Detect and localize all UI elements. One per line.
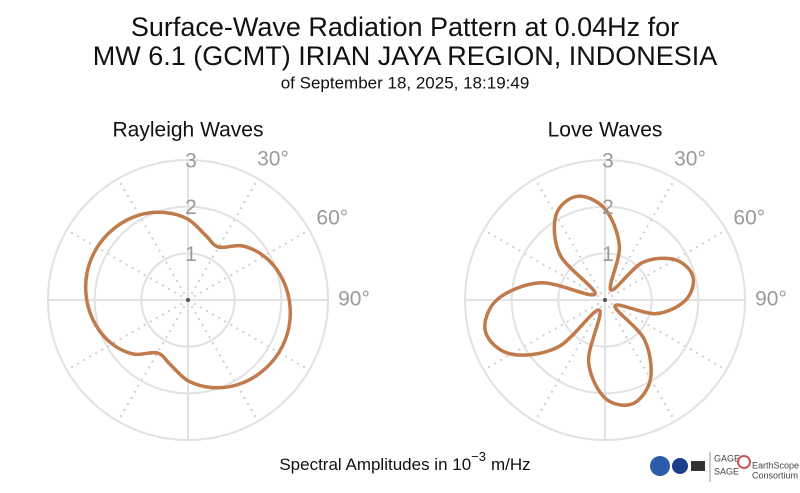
radial-grid-circle [140, 252, 236, 348]
theta-tick-label: 90° [755, 288, 787, 311]
radial-grid-circle [557, 252, 653, 348]
angle-grid-line [187, 299, 259, 422]
radial-grid-circle [464, 159, 746, 441]
r-tick-label: 3 [185, 150, 197, 173]
subplot-title: Rayleigh Waves [113, 119, 264, 142]
angle-grid-line [187, 229, 310, 301]
theta-tick-label: 60° [733, 207, 765, 230]
footer-exponent: −3 [471, 449, 486, 464]
angle-grid-line [483, 299, 606, 371]
angle-grid-line [604, 229, 727, 301]
chart-title: MW 6.1 (GCMT) IRIAN JAYA REGION, INDONES… [93, 41, 718, 71]
logo-nasa [672, 458, 688, 474]
theta-tick-label: 30° [674, 147, 706, 170]
logo-text: EarthScope [752, 460, 799, 470]
footer-text: Spectral Amplitudes in 10 [279, 455, 471, 474]
logo-text: SAGE [714, 466, 739, 476]
logo-text: Consortium [752, 470, 798, 480]
radial-grid-circle [47, 159, 329, 441]
angle-grid-line [604, 299, 727, 371]
theta-tick-label: 90° [338, 288, 370, 311]
footer: Spectral Amplitudes in 10−3 m/Hz [279, 449, 530, 474]
footer-unit: m/Hz [491, 455, 531, 474]
subplot-title: Love Waves [548, 119, 663, 142]
angle-grid-line [66, 229, 189, 301]
logo-earthscope [737, 455, 751, 469]
chart-subtitle: of September 18, 2025, 18:19:49 [281, 73, 530, 92]
angle-grid-line [534, 178, 606, 301]
radial-grid-circle [93, 205, 283, 395]
chart-title: Surface-Wave Radiation Pattern at 0.04Hz… [131, 12, 679, 42]
logo-usgs [691, 461, 705, 471]
logos: GAGE SAGE EarthScope Consortium [650, 452, 799, 482]
center-dot [603, 298, 607, 302]
angle-grid-line [604, 299, 676, 422]
angle-grid-line [604, 178, 676, 301]
theta-tick-label: 30° [257, 147, 289, 170]
angle-grid-line [66, 299, 189, 371]
r-tick-label: 2 [602, 196, 614, 219]
r-tick-label: 1 [602, 243, 614, 266]
r-tick-label: 2 [185, 196, 197, 219]
angle-grid-line [187, 178, 259, 301]
radiation-pattern [483, 194, 696, 407]
radiation-pattern [83, 210, 293, 390]
angle-grid-line [483, 229, 606, 301]
r-tick-label: 3 [602, 150, 614, 173]
center-dot [186, 298, 190, 302]
r-tick-label: 1 [185, 243, 197, 266]
angle-grid-line [117, 178, 189, 301]
angle-grid-line [187, 299, 310, 371]
logo-text: GAGE [714, 453, 740, 463]
angle-grid-line [117, 299, 189, 422]
logo-nsf [650, 456, 670, 476]
theta-tick-label: 60° [316, 207, 348, 230]
angle-grid-line [534, 299, 606, 422]
